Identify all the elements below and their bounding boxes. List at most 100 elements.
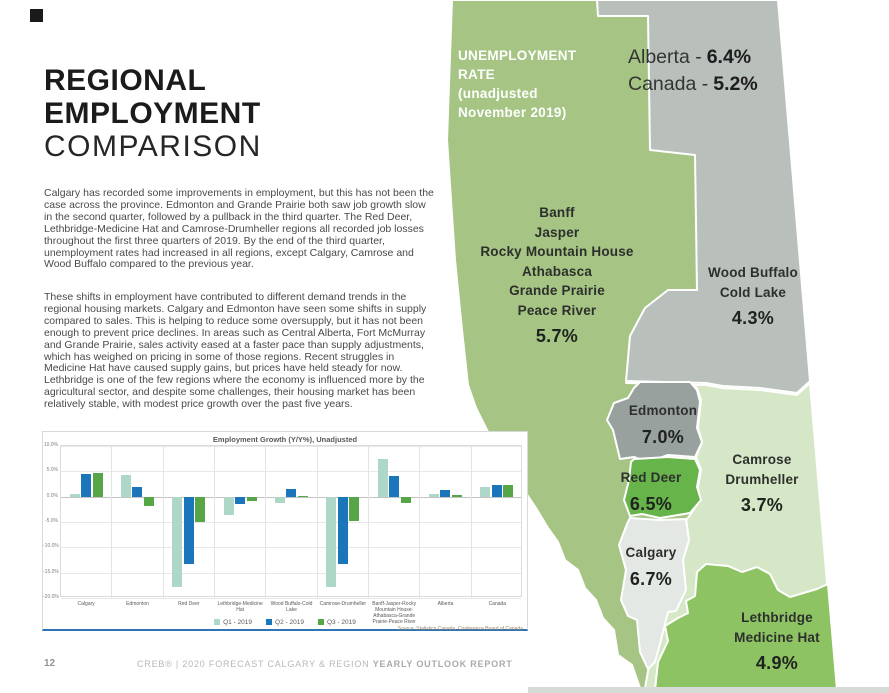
chart-bar xyxy=(223,496,234,516)
x-tick-label: Red Deer xyxy=(178,601,200,607)
canada-rate-label: Canada - xyxy=(628,72,709,95)
chart-bar xyxy=(195,496,206,522)
chart-column: Camrose-Drumheller xyxy=(318,446,369,607)
y-tick-label: 10.0% xyxy=(43,442,58,448)
page-title: REGIONAL EMPLOYMENT COMPARISON xyxy=(44,64,262,163)
legend-swatch xyxy=(266,619,273,625)
footer-text-bold: YEARLY OUTLOOK REPORT xyxy=(372,659,513,669)
employment-growth-chart: Employment Growth (Y/Y%), Unadjusted Cal… xyxy=(42,431,528,632)
region-rate: 5.7% xyxy=(535,326,579,347)
chart-column: Canada xyxy=(472,446,523,607)
x-tick-label: Lethbridge-Medicine Hat xyxy=(217,601,263,613)
chart-bar xyxy=(274,496,285,504)
chart-column: Edmonton xyxy=(112,446,164,607)
chart-bar xyxy=(349,496,360,522)
grid-line xyxy=(61,471,521,473)
region-lethbridge-shape xyxy=(654,563,838,691)
legend-label: Q1 - 2019 xyxy=(223,619,253,626)
x-tick-label: Camrose-Drumheller xyxy=(319,601,367,607)
y-tick-label: -20.0% xyxy=(43,594,59,600)
footer-text-regular: CREB® | 2020 FORECAST CALGARY & REGION xyxy=(137,659,373,669)
alberta-rate-label: Alberta - xyxy=(628,46,702,68)
x-tick-label: Canada xyxy=(488,601,507,607)
x-tick-label: Alberta xyxy=(437,601,454,607)
chart-bar xyxy=(92,473,103,497)
grid-line xyxy=(61,446,521,447)
region-rate: 3.7% xyxy=(740,495,784,516)
chart-bar xyxy=(337,496,348,565)
footer-text: CREB® | 2020 FORECAST CALGARY & REGION Y… xyxy=(137,659,513,669)
page-corner-marker xyxy=(30,9,43,22)
page-number: 12 xyxy=(44,658,56,669)
chart-bar xyxy=(377,458,388,497)
label-calgary: Calgary 6.7% xyxy=(596,543,706,590)
body-paragraph-1: Calgary has recorded some improvements i… xyxy=(44,187,434,271)
grid-line xyxy=(61,598,521,599)
chart-bar xyxy=(440,490,451,497)
chart-bar xyxy=(451,494,462,497)
alberta-rate: Alberta -6.4% xyxy=(628,44,758,71)
label-banff-jasper: Banff Jasper Rocky Mountain House Athaba… xyxy=(457,203,657,347)
region-name: Calgary xyxy=(625,545,677,560)
chart-bar xyxy=(286,488,297,497)
legend-label: Q2 - 2019 xyxy=(275,619,304,626)
region-name: Banff Jasper Rocky Mountain House Athaba… xyxy=(480,205,634,318)
y-tick-label: 0.0% xyxy=(46,492,58,499)
region-rate: 6.7% xyxy=(629,568,673,589)
x-tick-label: Calgary xyxy=(77,601,95,607)
chart-column: Calgary xyxy=(61,446,113,607)
page-title-line1: REGIONAL xyxy=(44,64,207,97)
canada-rate-value: 5.2% xyxy=(713,72,758,95)
chart-legend: Q1 - 2019 Q2 - 2019 Q3 - 2019 xyxy=(43,619,527,626)
region-name: Camrose Drumheller xyxy=(725,452,799,487)
chart-bar xyxy=(491,485,502,497)
map-bottom-strip xyxy=(528,687,889,693)
region-wood-buffalo-shape xyxy=(596,0,811,394)
chart-bar xyxy=(246,496,257,501)
region-name: Wood Buffalo Cold Lake xyxy=(708,265,798,300)
legend-item: Q2 - 2019 xyxy=(266,619,304,626)
region-name: Lethbridge Medicine Hat xyxy=(734,610,820,645)
national-rates: Alberta -6.4% Canada -5.2% xyxy=(628,44,758,98)
region-name: Edmonton xyxy=(628,403,698,418)
grid-line xyxy=(61,522,521,523)
chart-bar xyxy=(172,496,183,587)
region-rate: 7.0% xyxy=(641,426,685,447)
chart-bar xyxy=(326,496,337,587)
page-title-line3: COMPARISON xyxy=(44,130,262,163)
chart-column: Lethbridge-Medicine Hat xyxy=(215,446,267,613)
label-camrose: Camrose Drumheller 3.7% xyxy=(692,450,832,516)
label-lethbridge: Lethbridge Medicine Hat 4.9% xyxy=(702,608,852,674)
label-edmonton: Edmonton 7.0% xyxy=(603,401,723,448)
chart-bar xyxy=(297,496,308,497)
x-tick-label: Edmonton xyxy=(126,601,149,607)
chart-bar xyxy=(389,476,400,497)
grid-line xyxy=(61,547,521,549)
canada-rate: Canada -5.2% xyxy=(628,71,758,98)
chart-bar xyxy=(143,496,154,507)
y-tick-label: -15.0% xyxy=(43,568,59,575)
chart-source: Source: Statistics Canada, Conference Bo… xyxy=(397,626,523,632)
chart-bar xyxy=(503,485,514,497)
x-tick-label: Banff-Jasper-Rocky Mountain House-Athaba… xyxy=(372,601,417,625)
chart-bar xyxy=(132,486,143,497)
region-name: Red Deer xyxy=(620,470,682,485)
chart-column: Red Deer xyxy=(164,446,215,607)
chart-bar xyxy=(120,475,131,497)
legend-label: Q3 - 2019 xyxy=(326,619,356,626)
legend-item: Q3 - 2019 xyxy=(317,619,356,626)
label-red-deer: Red Deer 6.5% xyxy=(591,468,711,515)
alberta-rate-value: 6.4% xyxy=(706,46,752,68)
chart-bar xyxy=(69,494,80,497)
chart-column: Alberta xyxy=(420,446,472,607)
chart-title: Employment Growth (Y/Y%), Unadjusted xyxy=(212,435,358,444)
y-tick-label: 5.0% xyxy=(46,467,58,474)
region-red-deer-shape xyxy=(623,456,702,519)
legend-swatch xyxy=(317,619,324,625)
chart-column: Banff-Jasper-Rocky Mountain House-Athaba… xyxy=(369,446,421,625)
chart-bar xyxy=(183,496,194,565)
x-tick-label: Wood Buffalo-Cold Lake xyxy=(270,601,313,613)
grid-line xyxy=(61,572,521,574)
grid-line xyxy=(61,496,521,498)
